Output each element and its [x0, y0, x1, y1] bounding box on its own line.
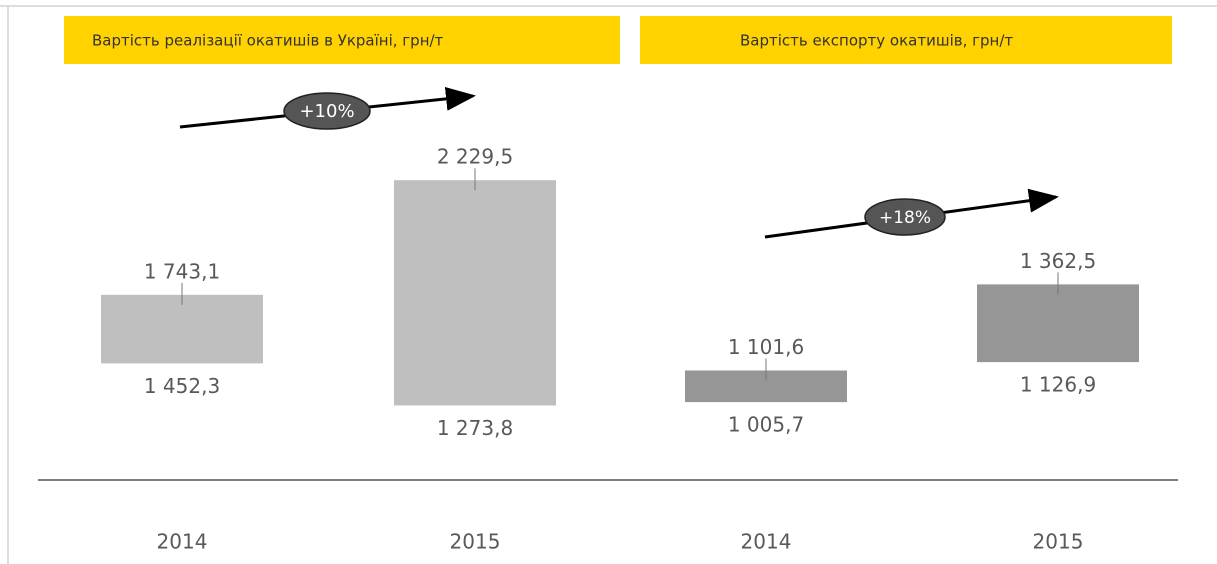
chart-title: Вартість реалізації окатишів в Україні, …: [92, 32, 444, 50]
bar: [101, 294, 263, 364]
annotation: +18%: [879, 208, 931, 228]
value-label: 1 101,6: [728, 335, 804, 359]
value-label: 1 126,9: [1020, 373, 1096, 397]
badge: [864, 198, 946, 236]
badge: [283, 92, 371, 130]
value-label: 1 273,8: [437, 416, 513, 440]
title-bar: [64, 16, 620, 64]
bar: [394, 180, 556, 406]
chart-title: Вартість експорту окатишів, грн/т: [740, 32, 1013, 50]
x-tick-label: 2014: [741, 530, 792, 554]
value-label: 1 743,1: [144, 259, 220, 283]
title-bar: [640, 16, 1172, 64]
value-label: 1 005,7: [728, 413, 804, 437]
value-label: 2 229,5: [437, 145, 513, 169]
x-tick-label: 2014: [157, 530, 208, 554]
value-label: 1 362,5: [1020, 249, 1096, 273]
annotation: +10%: [299, 101, 354, 122]
x-tick-label: 2015: [1033, 530, 1084, 554]
x-tick-label: 2015: [450, 530, 501, 554]
value-label: 1 452,3: [144, 374, 220, 398]
bar: [977, 284, 1139, 363]
